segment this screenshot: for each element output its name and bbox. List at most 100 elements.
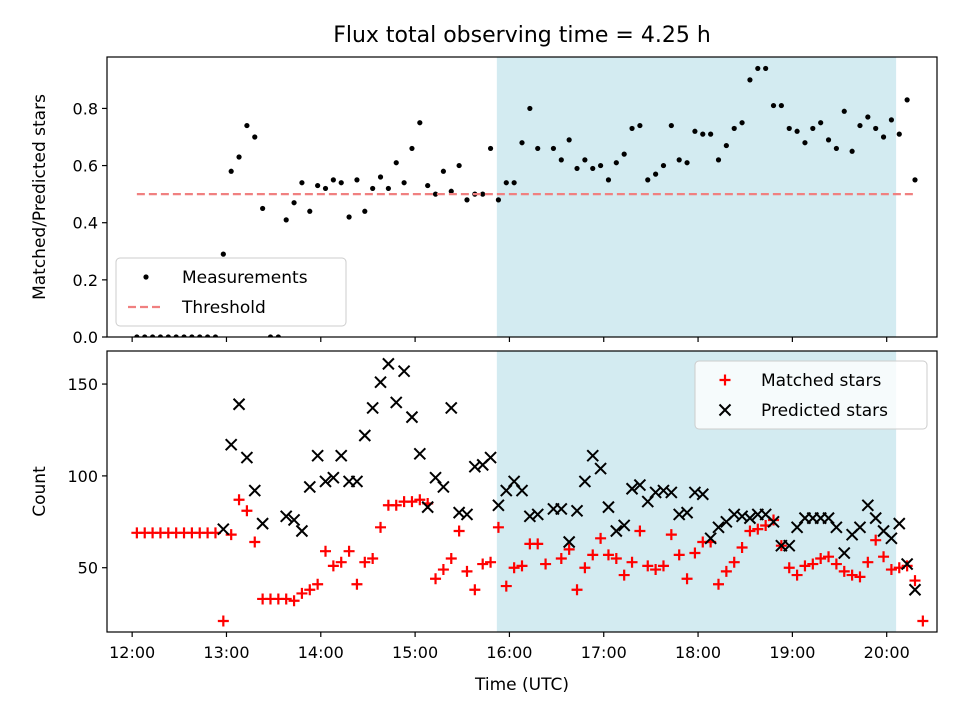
series-matched-stars-point bbox=[823, 551, 835, 563]
series-measurements-point bbox=[260, 205, 266, 212]
series-measurements-point bbox=[770, 102, 777, 109]
series-measurements-point bbox=[330, 177, 336, 183]
y-axis-label: Matched/Predicted stars bbox=[30, 94, 50, 300]
series-matched-stars-point bbox=[830, 558, 842, 570]
series-matched-stars-point bbox=[217, 615, 229, 627]
series-matched-stars-point bbox=[312, 578, 324, 590]
series-matched-stars-point bbox=[634, 525, 646, 537]
series-predicted-stars-point bbox=[578, 475, 592, 488]
series-measurements-point bbox=[519, 140, 525, 146]
series-measurements-point bbox=[212, 334, 219, 337]
series-predicted-stars-point bbox=[358, 429, 372, 442]
series-matched-stars-point bbox=[917, 615, 929, 627]
series-matched-stars-point bbox=[720, 565, 732, 577]
series-predicted-stars-point bbox=[570, 504, 584, 517]
series-matched-stars-point bbox=[807, 558, 819, 570]
series-predicted-stars-point bbox=[390, 396, 403, 409]
series-matched-stars-point bbox=[878, 551, 890, 563]
series-matched-stars-point bbox=[665, 529, 677, 541]
series-measurements-point bbox=[370, 185, 376, 192]
series-measurements-point bbox=[134, 334, 140, 337]
series-matched-stars-point bbox=[783, 562, 795, 574]
x-tick-label: 18:00 bbox=[675, 643, 721, 662]
series-measurements bbox=[134, 65, 918, 337]
series-matched-stars-point bbox=[681, 573, 693, 585]
x-tick-label: 16:00 bbox=[486, 643, 532, 662]
series-matched-stars-point bbox=[712, 578, 724, 590]
series-measurements-point bbox=[605, 177, 612, 183]
series-measurements-point bbox=[763, 65, 769, 72]
series-predicted-stars-point bbox=[625, 482, 639, 495]
series-predicted-stars-point bbox=[279, 510, 293, 523]
series-predicted-stars-point bbox=[515, 484, 529, 497]
series-predicted-stars-point bbox=[232, 398, 246, 411]
series-predicted-stars-point bbox=[413, 447, 427, 461]
series-matched-stars-point bbox=[689, 547, 701, 559]
series-predicted-stars-point bbox=[303, 480, 316, 494]
series-matched-stars-point bbox=[359, 556, 371, 568]
series-predicted-stars-point bbox=[869, 511, 882, 525]
top-panel: 0.0 0.2 0.4 0.6 0.8 Matched/Predicted stars Me… bbox=[30, 56, 938, 347]
legend-item-threshold: Threshold bbox=[128, 298, 266, 318]
series-measurements-point bbox=[165, 334, 171, 337]
observing-span bbox=[496, 57, 897, 337]
legend-item-measurements: Measurements bbox=[143, 268, 308, 288]
series-predicted-stars-point bbox=[861, 499, 875, 512]
series-matched-stars-point bbox=[280, 593, 292, 605]
series-matched-stars-point bbox=[642, 560, 654, 572]
series-measurements-point bbox=[417, 120, 423, 126]
x-tick-label: 20:00 bbox=[864, 643, 910, 662]
series-matched-stars-point bbox=[752, 523, 764, 535]
x-axis-label: Time (UTC) bbox=[474, 675, 569, 695]
series-matched-stars-point bbox=[241, 505, 253, 517]
series-matched-stars-point bbox=[626, 556, 638, 568]
legend-item-matched-stars: Matched stars bbox=[719, 371, 881, 391]
series-measurements-point bbox=[456, 162, 462, 169]
series-measurements-point bbox=[228, 168, 234, 174]
legend-label: Threshold bbox=[181, 298, 266, 318]
series-predicted-stars-point bbox=[256, 517, 269, 530]
legend: Matched stars Predicted stars bbox=[694, 360, 928, 430]
x-tick-label: 13:00 bbox=[203, 643, 249, 662]
series-measurements-point bbox=[802, 140, 808, 146]
series-measurements-point bbox=[833, 145, 839, 152]
y-tick-label: 100 bbox=[67, 467, 98, 486]
series-measurements-point bbox=[880, 134, 887, 140]
series-measurements-point bbox=[385, 185, 391, 192]
series-predicted-stars-point bbox=[335, 449, 348, 462]
series-predicted-stars-point bbox=[382, 357, 395, 371]
series-matched-stars-point bbox=[885, 564, 897, 576]
series-measurements-point bbox=[653, 171, 659, 177]
series-predicted-stars-point bbox=[783, 539, 796, 552]
y-tick-label: 0.2 bbox=[73, 271, 98, 290]
series-measurements-point bbox=[700, 131, 706, 137]
series-predicted-stars-point bbox=[531, 508, 544, 521]
plot-area bbox=[131, 357, 929, 627]
series-measurements-point bbox=[393, 160, 399, 166]
legend-item-predicted-stars: Predicted stars bbox=[718, 401, 888, 421]
series-predicted-stars bbox=[217, 357, 922, 596]
series-measurements-point bbox=[645, 177, 651, 183]
axes-frame bbox=[106, 56, 938, 338]
series-measurements-point bbox=[299, 180, 305, 186]
series-matched-stars-point bbox=[406, 496, 418, 508]
series-predicted-stars-point bbox=[908, 583, 922, 596]
series-measurements-point bbox=[597, 162, 604, 169]
series-predicted-stars-point bbox=[838, 546, 851, 560]
series-matched-stars-point bbox=[320, 545, 332, 557]
series-measurements-point bbox=[629, 125, 635, 132]
series-measurements-point bbox=[723, 142, 729, 149]
series-matched-stars-point bbox=[508, 562, 520, 574]
series-predicted-stars-point bbox=[617, 519, 631, 532]
series-matched-stars-point bbox=[610, 553, 622, 565]
series-matched-stars-point bbox=[249, 536, 261, 548]
series-matched-stars-point bbox=[736, 542, 748, 554]
legend-swatch bbox=[718, 403, 732, 417]
series-measurements-point bbox=[818, 120, 824, 126]
series-measurements-point bbox=[590, 165, 596, 172]
x-tick-label: 15:00 bbox=[392, 643, 438, 662]
series-measurements-point bbox=[558, 157, 564, 163]
series-matched-stars-point bbox=[602, 549, 614, 561]
series-measurements-point bbox=[825, 137, 832, 143]
series-measurements-point bbox=[550, 145, 557, 152]
